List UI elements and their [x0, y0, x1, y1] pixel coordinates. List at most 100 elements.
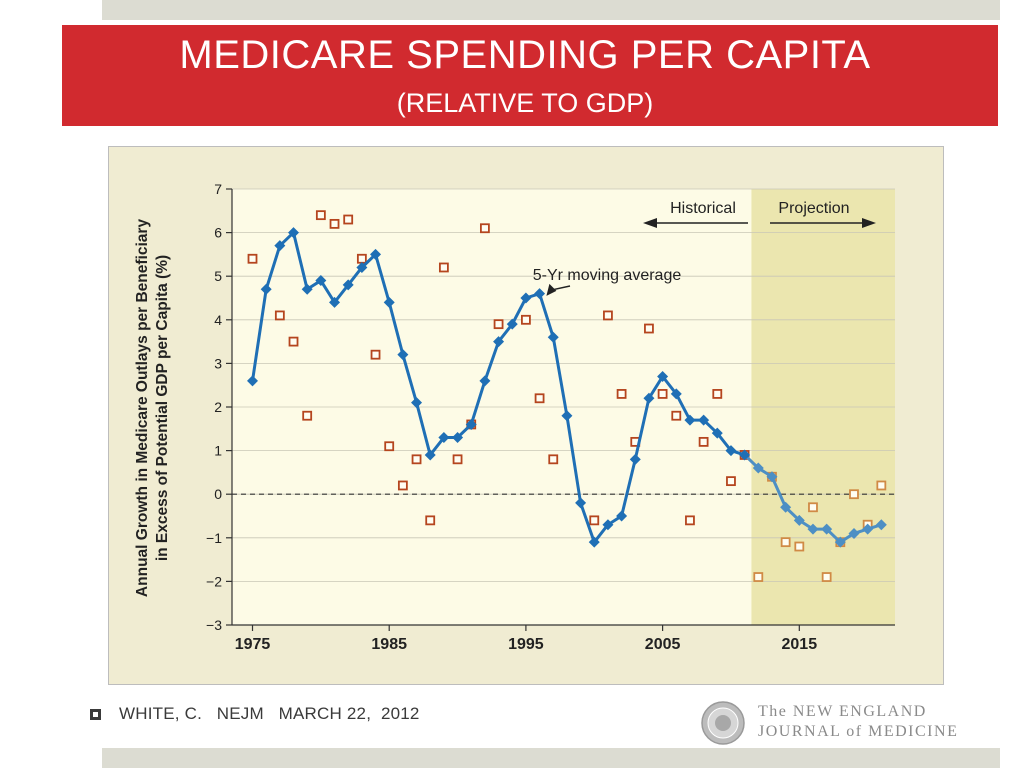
historical-region-label: Historical [670, 200, 736, 217]
y-tick-label: 0 [214, 486, 222, 502]
annual-value-point [685, 515, 695, 526]
moving-average-point [397, 349, 409, 361]
moving-average-point [711, 427, 723, 439]
moving-average-point [274, 240, 286, 252]
annual-value-point [329, 218, 340, 229]
annual-value-point [438, 262, 449, 273]
annotation-arrow-head [546, 283, 557, 296]
moving-average-point [438, 432, 450, 444]
moving-average-point [657, 370, 669, 382]
moving-average-point [629, 453, 641, 465]
annual-value-point [753, 572, 764, 582]
y-tick-label: 3 [214, 355, 222, 371]
annual-value-point [603, 310, 613, 321]
annual-value-point [780, 537, 791, 548]
y-tick-label: −3 [206, 617, 222, 633]
square-bullet-icon [90, 708, 101, 720]
moving-average-point [752, 462, 764, 474]
annual-value-point [343, 214, 354, 225]
moving-average-point [301, 283, 313, 295]
moving-average-point [780, 501, 792, 513]
x-tick-label: 1995 [508, 636, 544, 653]
moving-average-point [424, 449, 436, 461]
annual-value-point [821, 572, 832, 582]
annual-value-point [726, 476, 736, 487]
moving-average-point [821, 523, 833, 535]
y-tick-label: −1 [206, 530, 222, 546]
annual-value-point [876, 480, 887, 491]
moving-average-point [561, 410, 573, 422]
annual-value-point [794, 541, 805, 552]
moving-average-point [766, 471, 778, 483]
annual-value-point [425, 515, 436, 526]
moving-average-annotation: 5-Yr moving average [533, 267, 682, 284]
medicare-growth-chart: −3 −2 −1 0 1 2 3 4 5 6 7 1975 1985 1995 2005 2015 Annual… [134, 181, 895, 653]
moving-average-point [342, 279, 354, 291]
moving-average-point [575, 497, 587, 509]
moving-average-point [315, 275, 327, 287]
annual-value-point [247, 253, 258, 264]
annual-value-point [808, 502, 818, 513]
annual-value-point [712, 389, 723, 399]
annual-value-point [644, 323, 654, 334]
annual-value-point [288, 336, 299, 347]
citation: WHITE, C. NEJM MARCH 22, 2012 [90, 704, 420, 724]
annual-value-point [534, 393, 545, 404]
moving-average-point [862, 523, 874, 535]
moving-average-point [643, 392, 655, 404]
x-tick-label: 1975 [235, 636, 271, 653]
annual-value-point [698, 436, 709, 447]
moving-average-point [329, 296, 341, 308]
nejm-logo-line2: JOURNAL of MEDICINE [758, 723, 959, 740]
moving-average-point [875, 519, 887, 531]
moving-average-point [356, 261, 368, 273]
projection-arrow-head [862, 218, 876, 228]
annual-value-point [302, 410, 313, 421]
moving-average-point [452, 432, 464, 444]
historical-arrow-head [643, 218, 657, 228]
nejm-seal-icon [701, 701, 745, 745]
moving-average-point [465, 418, 477, 430]
moving-average-point [684, 414, 696, 426]
slide-title: MEDICARE SPENDING PER CAPITA [179, 33, 871, 77]
nejm-logo: The NEW ENGLAND JOURNAL of MEDICINE [700, 700, 990, 746]
moving-average-point [588, 536, 600, 548]
moving-average-point [520, 292, 532, 304]
moving-average-point [411, 397, 423, 409]
moving-average-point [260, 283, 272, 295]
moving-average-point [247, 375, 259, 387]
annual-value-point [397, 480, 408, 491]
moving-average-point [506, 318, 518, 330]
annual-value-point [657, 389, 668, 399]
nejm-logo-text: The NEW ENGLAND JOURNAL of MEDICINE [758, 702, 958, 742]
annual-value-point [479, 223, 490, 234]
moving-average-point [547, 331, 559, 343]
citation-text: WHITE, C. NEJM MARCH 22, 2012 [119, 704, 420, 723]
moving-average-point [616, 510, 628, 522]
annual-value-point [548, 454, 559, 465]
annual-value-point [521, 314, 531, 325]
annual-value-point [671, 410, 682, 421]
y-tick-label: 2 [214, 399, 222, 415]
annual-value-point [370, 349, 381, 360]
annotation-arrow-line [552, 285, 571, 291]
annual-value-point [315, 210, 326, 221]
annual-value-point [356, 253, 367, 264]
moving-average-point [698, 414, 710, 426]
title-banner [62, 25, 998, 126]
y-tick-label: 7 [214, 181, 222, 197]
annual-value-point [411, 454, 422, 465]
y-tick-label: 6 [214, 225, 222, 241]
moving-average-point [725, 445, 737, 457]
moving-average-point [534, 288, 546, 300]
x-tick-label: 2015 [782, 636, 818, 653]
bottom-decorative-band [102, 748, 1000, 768]
annual-value-point [849, 489, 859, 500]
x-tick-label: 2005 [645, 636, 681, 653]
y-tick-label: 4 [214, 312, 222, 328]
y-tick-label: 5 [214, 268, 222, 284]
annual-value-point [493, 319, 504, 330]
annual-value-point [274, 310, 285, 321]
moving-average-point [739, 449, 751, 461]
moving-average-point [383, 296, 395, 308]
